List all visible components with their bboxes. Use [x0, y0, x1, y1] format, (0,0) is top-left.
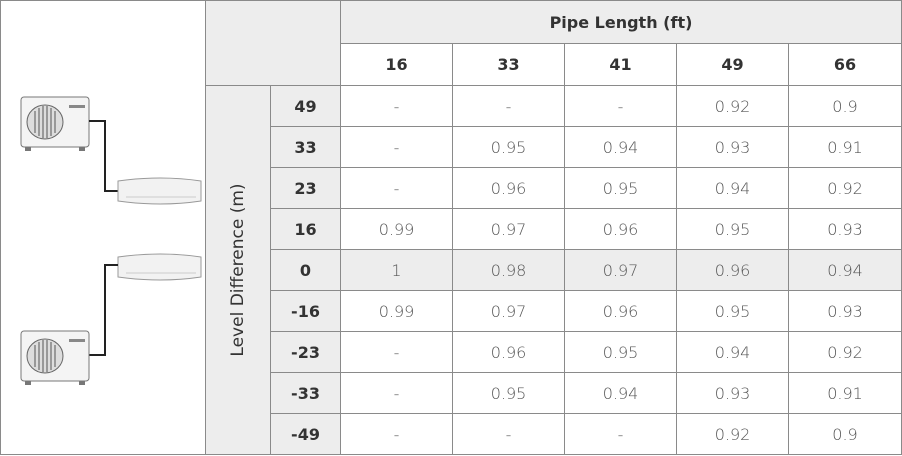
pipe	[89, 264, 118, 356]
cell: 0.94	[676, 167, 789, 209]
diagram-cell	[0, 0, 206, 455]
cell: 0.92	[788, 331, 902, 373]
cell: 0.91	[788, 372, 902, 414]
cell: 0.95	[452, 372, 565, 414]
row-header: 0	[270, 249, 341, 291]
cell: -	[340, 372, 453, 414]
side-label: Level Difference (m)	[228, 183, 248, 357]
outdoor-unit	[20, 96, 90, 151]
cell: 0.95	[564, 331, 677, 373]
cell: 0.96	[452, 167, 565, 209]
column-header: 66	[788, 43, 902, 86]
cell: 0.93	[676, 126, 789, 168]
table-row: -16 0.99 0.97 0.96 0.95 0.93	[1, 290, 902, 332]
unit-diagram	[20, 96, 202, 385]
table-row: -23-0.96 0.95 0.94 0.92	[1, 331, 902, 373]
cell: 0.9	[788, 413, 902, 455]
cell: 0.95	[676, 208, 789, 250]
cell: 0.92	[676, 413, 789, 455]
table-row: -33-0.95 0.94 0.93 0.91	[1, 372, 902, 414]
cell: -	[340, 85, 453, 127]
cell: 0.93	[788, 208, 902, 250]
row-header: 49	[270, 85, 341, 127]
cell: 0.99	[340, 290, 453, 332]
row-header: 33	[270, 126, 341, 168]
row-header: 23	[270, 167, 341, 209]
row-header: -16	[270, 290, 341, 332]
cell: 0.92	[788, 167, 902, 209]
cell: -	[452, 85, 565, 127]
column-header: 49	[676, 43, 789, 86]
cell: 0.95	[452, 126, 565, 168]
table-row: 0 1 0.98 0.97 0.96 0.94	[1, 249, 902, 291]
cell: 0.9	[788, 85, 902, 127]
cell: -	[340, 167, 453, 209]
row-header: -49	[270, 413, 341, 455]
cell: 0.97	[452, 208, 565, 250]
cell: 0.94	[564, 372, 677, 414]
column-header: 16	[340, 43, 453, 86]
indoor-unit	[117, 177, 202, 205]
cell: -	[564, 413, 677, 455]
cell: 0.96	[676, 249, 789, 291]
cell: -	[452, 413, 565, 455]
cell: 0.95	[564, 167, 677, 209]
cell: 0.94	[676, 331, 789, 373]
table-row: -49- - -0.92 0.9	[1, 413, 902, 455]
corner-cell	[205, 0, 341, 86]
side-label-cell: Level Difference (m)	[205, 85, 271, 455]
outdoor-unit	[20, 330, 90, 385]
cell: 0.92	[676, 85, 789, 127]
cell: 0.97	[452, 290, 565, 332]
cell: 0.94	[788, 249, 902, 291]
column-header: 41	[564, 43, 677, 86]
cell: -	[340, 331, 453, 373]
cell: 0.96	[564, 290, 677, 332]
table-row: 16 0.99 0.97 0.96 0.95 0.93	[1, 208, 902, 250]
cell: 0.96	[452, 331, 565, 373]
cell: -	[340, 126, 453, 168]
indoor-unit	[117, 253, 202, 281]
cell: 0.97	[564, 249, 677, 291]
table-title: Pipe Length (ft)	[340, 0, 902, 44]
cell: 0.91	[788, 126, 902, 168]
cell: 0.95	[676, 290, 789, 332]
row-header: -33	[270, 372, 341, 414]
cell: -	[340, 413, 453, 455]
cell: 0.93	[676, 372, 789, 414]
cell: 0.98	[452, 249, 565, 291]
row-header: -23	[270, 331, 341, 373]
pipe	[89, 120, 118, 192]
cell: 1	[340, 249, 453, 291]
table-row: Level Difference (m) 49- - -0.92 0.9	[1, 85, 902, 455]
column-header: 33	[452, 43, 565, 86]
cell: 0.96	[564, 208, 677, 250]
cell: 0.93	[788, 290, 902, 332]
cell: -	[564, 85, 677, 127]
cell: 0.94	[564, 126, 677, 168]
row-header: 16	[270, 208, 341, 250]
cell: 0.99	[340, 208, 453, 250]
